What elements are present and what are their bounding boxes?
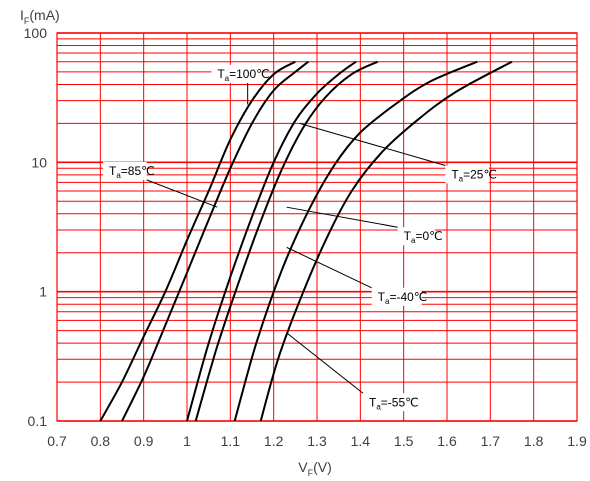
series-line-ta-55	[259, 60, 513, 422]
series-line-ta-40	[233, 60, 478, 422]
annotation-leader	[146, 179, 218, 208]
x-tick-label: 1.5	[394, 433, 414, 449]
x-tick-label: 0.8	[91, 433, 111, 449]
tick-labels: 0.7 0.8 0.9 1 1.1 1.2 1.3 1.4 1.5 1.6 1.7 1.8 1.9100…	[24, 25, 587, 449]
annotation-box	[397, 227, 435, 246]
y-tick-label: 0.1	[28, 413, 48, 429]
curve-label-ta0: Ta=0℃	[404, 229, 443, 245]
x-tick-label: 0.7	[47, 433, 67, 449]
x-tick-label: 1.8	[524, 433, 544, 449]
annotation-box	[371, 287, 422, 306]
y-tick-label: 10	[31, 154, 47, 170]
annotation-box	[363, 393, 413, 412]
series-line-ta25	[186, 60, 357, 422]
annotation-box	[445, 165, 489, 184]
x-tick-label: 1.4	[351, 433, 371, 449]
y-tick-label: 1	[39, 284, 47, 300]
curve-label-ta-40: Ta=-40℃	[378, 290, 428, 306]
series-layer	[99, 60, 513, 422]
series-line-ta0	[194, 60, 379, 422]
x-tick-label: 1.3	[307, 433, 327, 449]
annotation-leader	[286, 246, 372, 289]
series-line-ta85	[121, 60, 309, 422]
x-tick-label: 1.6	[437, 433, 457, 449]
annotation-leader	[286, 332, 364, 394]
curve-label-ta100: Ta=100℃	[217, 67, 269, 83]
series-line-ta100	[99, 60, 296, 422]
x-tick-label: 1.1	[221, 433, 241, 449]
grid-lines	[56, 32, 578, 422]
curve-labels: Ta=100℃ Ta=85℃ Ta=25℃ Ta=0℃ Ta=-40℃ Ta=-55℃	[103, 64, 497, 412]
annotation-leader	[299, 122, 446, 166]
plot-frame	[56, 32, 578, 422]
x-tick-label: 1.2	[264, 433, 284, 449]
curve-label-ta85: Ta=85℃	[109, 164, 155, 180]
y-tick-label: 100	[24, 25, 48, 41]
x-axis-title: VF(V)	[298, 459, 332, 478]
x-tick-label: 1	[183, 433, 191, 449]
x-tick-label: 1.9	[567, 433, 587, 449]
curve-label-ta25: Ta=25℃	[451, 167, 497, 183]
annotation-box	[211, 64, 262, 83]
curve-label-ta-55: Ta=-55℃	[369, 395, 419, 411]
annotation-leader	[286, 206, 398, 228]
x-tick-label: 0.9	[134, 433, 154, 449]
y-axis-title: IF(mA)	[20, 7, 60, 26]
annotation-box	[103, 161, 147, 180]
x-tick-label: 1.7	[481, 433, 501, 449]
